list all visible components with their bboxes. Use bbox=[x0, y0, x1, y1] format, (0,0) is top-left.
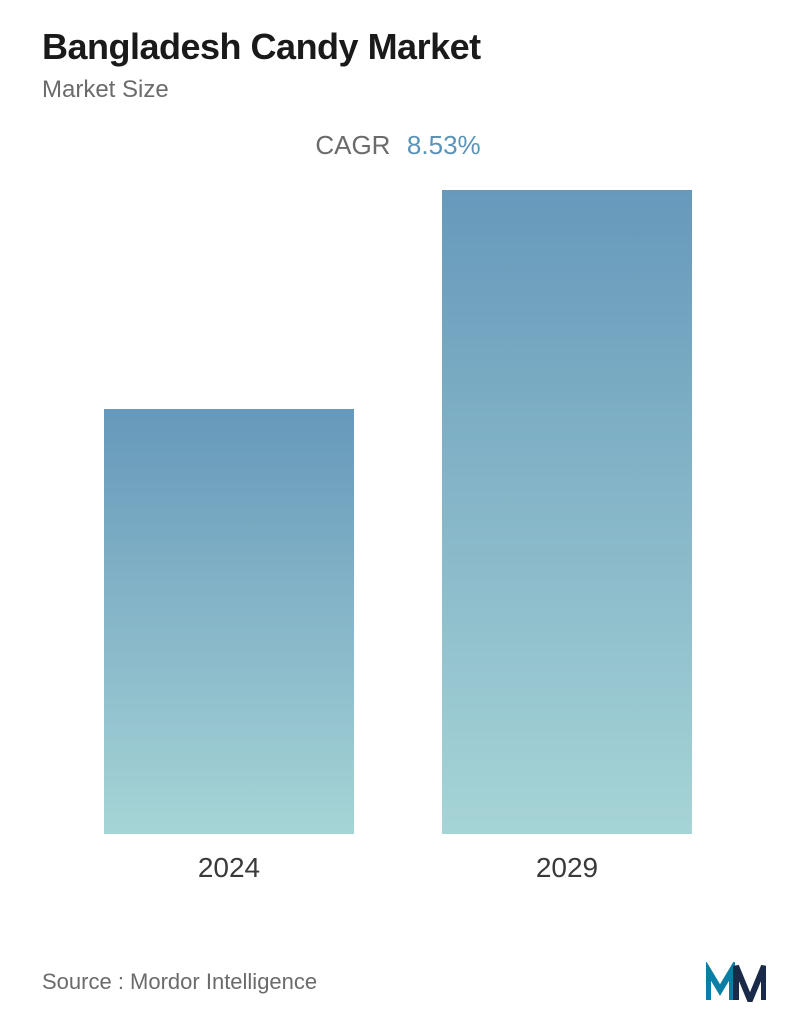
bars-group: 2024 2029 bbox=[60, 190, 736, 884]
chart-subtitle: Market Size bbox=[42, 76, 169, 104]
cagr-label: CAGR bbox=[315, 130, 390, 160]
bar-1 bbox=[442, 190, 692, 834]
cagr-row: CAGR 8.53% bbox=[0, 130, 796, 161]
source-text: Source : Mordor Intelligence bbox=[42, 969, 317, 995]
bar-slot-1: 2029 bbox=[398, 190, 736, 884]
bar-slot-0: 2024 bbox=[60, 190, 398, 884]
bar-label-0: 2024 bbox=[198, 852, 260, 884]
chart-title: Bangladesh Candy Market bbox=[42, 26, 481, 68]
chart-area: 2024 2029 bbox=[60, 190, 736, 884]
footer: Source : Mordor Intelligence bbox=[42, 962, 766, 1002]
bar-label-1: 2029 bbox=[536, 852, 598, 884]
mordor-logo-icon bbox=[706, 962, 766, 1002]
bar-0 bbox=[104, 409, 354, 834]
cagr-value: 8.53% bbox=[407, 130, 481, 160]
chart-container: Bangladesh Candy Market Market Size CAGR… bbox=[0, 0, 796, 1034]
